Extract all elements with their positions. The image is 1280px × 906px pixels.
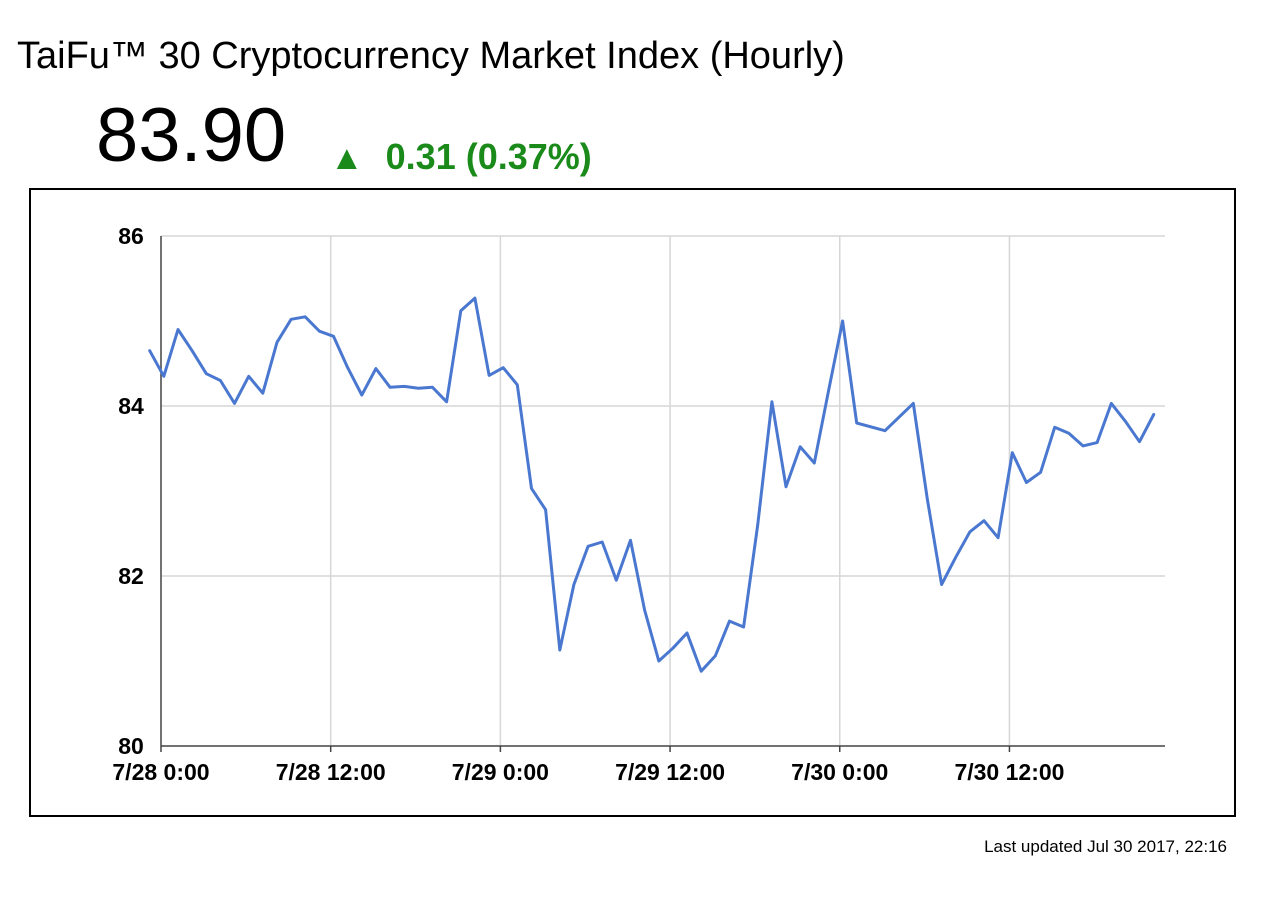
y-tick-label: 86 xyxy=(118,223,144,249)
series xyxy=(148,296,1156,673)
y-tick-label: 82 xyxy=(118,563,144,589)
axes xyxy=(160,236,1165,752)
grid-lines xyxy=(161,235,1165,746)
page-title: TaiFu™ 30 Cryptocurrency Market Index (H… xyxy=(17,35,845,77)
line-chart: 80 82 84 86 7/28 0:00 7/28 12:00 7/29 0:00 7/29… xyxy=(112,223,1165,785)
x-tick-label: 7/29 0:00 xyxy=(452,759,549,785)
x-tick-label: 7/30 12:00 xyxy=(954,759,1064,785)
x-tick-label: 7/28 12:00 xyxy=(276,759,386,785)
index-price: 83.90 xyxy=(96,93,287,178)
series-line xyxy=(148,296,1156,673)
up-arrow-icon: ▲ xyxy=(330,139,364,177)
y-tick-label: 80 xyxy=(118,733,144,759)
y-tick-label: 84 xyxy=(118,393,144,419)
x-tick-label: 7/30 0:00 xyxy=(791,759,888,785)
chart-frame: 80 82 84 86 7/28 0:00 7/28 12:00 7/29 0:00 7/29… xyxy=(29,188,1236,817)
price-change-value: 0.31 (0.37%) xyxy=(385,136,592,177)
x-tick-label: 7/29 12:00 xyxy=(615,759,725,785)
last-updated: Last updated Jul 30 2017, 22:16 xyxy=(984,837,1227,856)
price-change: ▲ 0.31 (0.37%) xyxy=(330,135,592,180)
x-tick-label: 7/28 0:00 xyxy=(112,759,209,785)
tick-labels: 80 82 84 86 7/28 0:00 7/28 12:00 7/29 0:00 7/29… xyxy=(112,223,1064,785)
